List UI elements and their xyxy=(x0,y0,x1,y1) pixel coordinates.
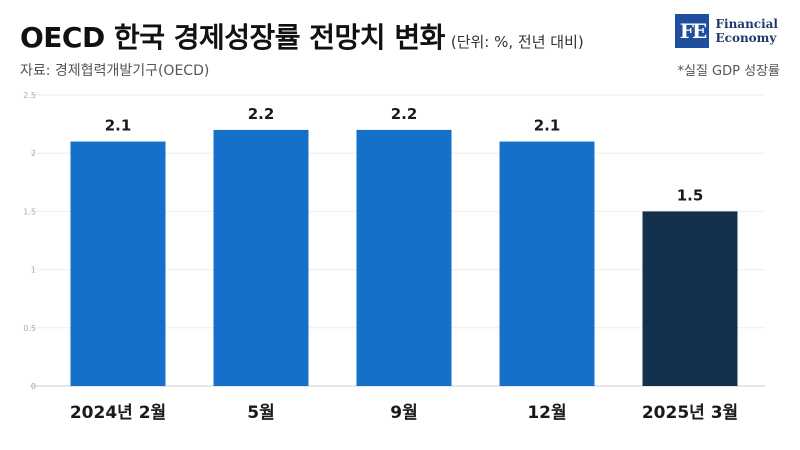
category-labels: 2024년 2월 5월 9월 12월 2025년 3월 xyxy=(70,403,738,423)
footnote: *실질 GDP 성장률 xyxy=(677,64,781,79)
source-note: 자료: 경제협력개발기구(OECD) xyxy=(20,63,210,79)
logo-text: Financial Economy xyxy=(715,17,778,45)
value-labels: 2.1 2.2 2.2 2.1 1.5 xyxy=(105,105,704,204)
y-tick-label: 0.5 xyxy=(23,324,36,333)
bar xyxy=(499,141,595,386)
logo-line-1: Financial xyxy=(715,17,778,31)
bar xyxy=(70,141,166,386)
category-label: 2024년 2월 xyxy=(70,403,166,423)
y-tick-label: 0 xyxy=(31,382,36,391)
value-label: 1.5 xyxy=(677,186,704,204)
y-tick-label: 1 xyxy=(31,266,36,275)
title-block: OECD 한국 경제성장률 전망치 변화 (단위: %, 전년 대비) xyxy=(20,16,584,56)
value-label: 2.1 xyxy=(105,117,132,135)
bar xyxy=(642,211,738,386)
bars xyxy=(70,129,738,387)
value-label: 2.1 xyxy=(534,117,561,135)
y-tick-label: 1.5 xyxy=(23,207,36,216)
category-label: 5월 xyxy=(247,403,274,423)
value-label: 2.2 xyxy=(391,105,418,123)
value-label: 2.2 xyxy=(248,105,275,123)
logo-mark-icon: FE xyxy=(675,14,710,48)
y-tick-label: 2 xyxy=(31,149,36,158)
logo-line-2: Economy xyxy=(715,31,777,45)
category-label: 2025년 3월 xyxy=(642,403,738,423)
category-label: 9월 xyxy=(390,403,417,423)
unit-label: (단위: %, 전년 대비) xyxy=(450,33,584,51)
publisher-logo: FE Financial Economy xyxy=(675,14,778,48)
chart-title: OECD 한국 경제성장률 전망치 변화 xyxy=(20,21,445,54)
y-tick-labels: 0 0.5 1 1.5 2 2.5 xyxy=(23,91,36,391)
category-label: 12월 xyxy=(527,403,566,423)
y-tick-label: 2.5 xyxy=(23,91,36,100)
bar xyxy=(356,129,452,387)
bar xyxy=(213,129,309,387)
